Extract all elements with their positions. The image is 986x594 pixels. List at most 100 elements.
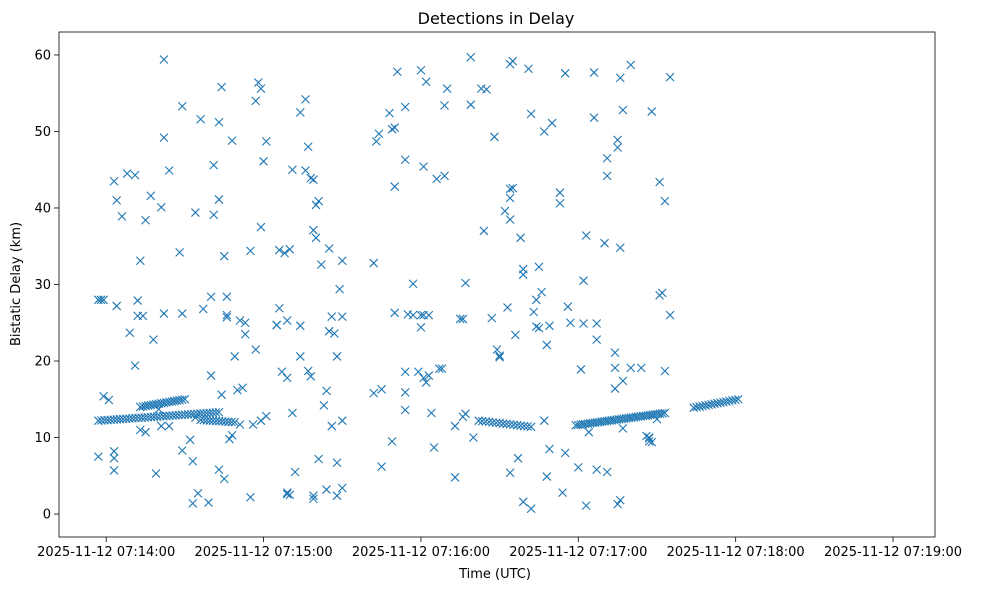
- data-point: [285, 490, 295, 500]
- data-point: [206, 292, 216, 302]
- data-point: [500, 206, 510, 216]
- y-axis-label: Bistatic Delay (km): [9, 222, 24, 346]
- data-point: [154, 404, 164, 414]
- data-point: [484, 417, 494, 427]
- data-point: [109, 446, 119, 456]
- data-point: [337, 416, 347, 426]
- data-point: [618, 376, 628, 386]
- data-point: [314, 454, 324, 464]
- data-point: [488, 417, 498, 427]
- y-tick-label: 60: [34, 48, 51, 63]
- data-point: [458, 314, 468, 324]
- data-point: [547, 118, 557, 128]
- data-point: [523, 422, 532, 431]
- data-point: [505, 215, 515, 224]
- data-point: [408, 279, 418, 289]
- data-point: [261, 411, 271, 421]
- data-point: [555, 188, 565, 198]
- x-tick-label: 2025-11-12 07:19:00: [824, 545, 962, 560]
- data-point: [232, 385, 242, 395]
- data-point: [217, 82, 226, 92]
- data-point: [290, 467, 300, 477]
- data-point: [177, 101, 187, 111]
- data-point: [424, 371, 434, 380]
- data-point: [539, 127, 549, 136]
- data-point: [502, 419, 512, 429]
- x-tick-label: 2025-11-12 07:14:00: [37, 545, 175, 560]
- data-point: [545, 321, 554, 331]
- data-point: [440, 101, 449, 110]
- data-point: [387, 124, 397, 134]
- data-point: [408, 310, 418, 320]
- chart-title: Detections in Delay: [418, 9, 575, 28]
- data-point: [104, 395, 114, 405]
- data-point: [610, 363, 620, 373]
- data-point: [555, 199, 565, 208]
- data-point: [371, 137, 381, 146]
- data-point: [214, 117, 224, 127]
- data-point: [647, 107, 657, 116]
- data-point: [618, 423, 628, 433]
- y-tick-label: 30: [34, 278, 51, 293]
- data-point: [324, 326, 334, 336]
- data-point: [477, 416, 487, 426]
- data-point: [419, 373, 428, 383]
- data-point: [133, 296, 143, 305]
- data-point: [251, 345, 261, 354]
- data-point: [647, 437, 657, 447]
- data-point: [109, 176, 119, 186]
- data-point: [309, 494, 318, 504]
- x-tick-label: 2025-11-12 07:18:00: [667, 545, 805, 560]
- data-point: [427, 408, 436, 418]
- data-point: [377, 462, 386, 471]
- y-tick-label: 10: [34, 431, 51, 446]
- data-point: [592, 335, 602, 344]
- data-point: [175, 247, 185, 257]
- data-point: [626, 363, 636, 373]
- data-point: [466, 52, 476, 62]
- data-point: [214, 407, 224, 417]
- data-point: [613, 135, 623, 145]
- data-point: [610, 384, 620, 393]
- data-point: [330, 329, 339, 338]
- data-point: [219, 474, 229, 484]
- data-point: [112, 195, 122, 205]
- data-point: [227, 136, 237, 146]
- data-point: [579, 276, 588, 286]
- data-point: [316, 260, 326, 269]
- data-point: [615, 495, 625, 505]
- data-point: [733, 394, 743, 404]
- data-point: [466, 100, 476, 110]
- data-point: [421, 77, 431, 87]
- data-point: [238, 383, 247, 393]
- data-point: [589, 113, 599, 123]
- data-point: [419, 162, 428, 172]
- data-point: [513, 453, 523, 463]
- data-point: [309, 491, 318, 501]
- data-point: [613, 499, 623, 509]
- data-point: [198, 304, 208, 314]
- data-point: [610, 348, 620, 357]
- data-point: [505, 184, 515, 194]
- data-point: [592, 465, 602, 475]
- data-point: [652, 414, 662, 424]
- data-point: [602, 467, 612, 477]
- data-point: [469, 433, 478, 442]
- data-point: [209, 210, 219, 220]
- data-point: [149, 335, 158, 344]
- data-point: [130, 170, 140, 180]
- data-point: [509, 420, 518, 430]
- data-point: [282, 373, 292, 383]
- data-point: [196, 114, 206, 124]
- data-point: [505, 468, 515, 478]
- data-point: [542, 472, 552, 481]
- x-axis-label: Time (UTC): [458, 567, 531, 582]
- data-point: [109, 453, 119, 463]
- data-point: [246, 492, 255, 502]
- data-point: [295, 352, 305, 361]
- data-point: [309, 175, 318, 185]
- data-point: [581, 231, 591, 240]
- plot-frame: [58, 31, 936, 538]
- data-point: [495, 351, 505, 361]
- data-point: [235, 316, 245, 325]
